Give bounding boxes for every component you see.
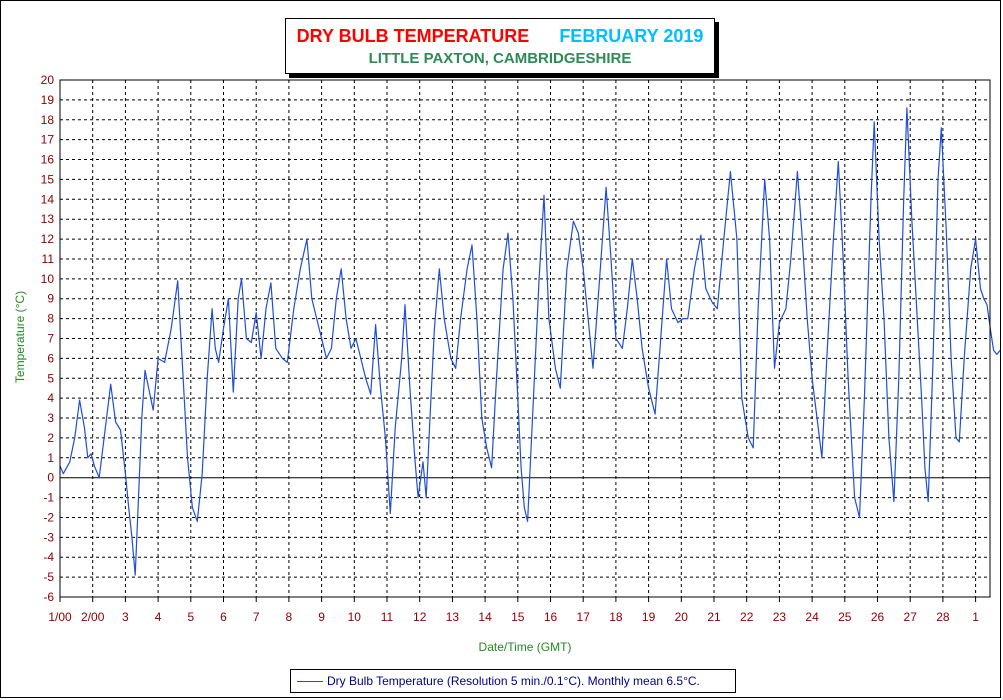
x-tick-label: 18 (609, 610, 623, 624)
plot-border (59, 79, 991, 598)
y-tick-label: 18 (41, 113, 55, 127)
y-tick-label: -1 (43, 491, 54, 505)
x-tick-label: 21 (707, 610, 721, 624)
y-tick-label: 7 (47, 332, 54, 346)
x-tick-label: 5 (187, 610, 194, 624)
x-tick-label: 4 (155, 610, 162, 624)
chart-month: FEBRUARY 2019 (559, 26, 704, 46)
y-tick-label: 12 (41, 232, 55, 246)
y-tick-label: 17 (41, 133, 55, 147)
x-tick-label: 6 (220, 610, 227, 624)
y-tick-label: -4 (43, 550, 54, 564)
x-tick-label: 20 (675, 610, 689, 624)
x-tick-label: 15 (511, 610, 525, 624)
x-tick-label: 1/00 (48, 610, 72, 624)
y-tick-label: -2 (43, 510, 54, 524)
y-tick-label: 13 (41, 212, 55, 226)
x-tick-label: 1 (972, 610, 979, 624)
x-tick-label: 28 (936, 610, 950, 624)
x-tick-label: 22 (740, 610, 754, 624)
x-tick-label: 25 (838, 610, 852, 624)
x-tick-label: 3 (122, 610, 129, 624)
y-tick-label: -3 (43, 530, 54, 544)
x-tick-label: 16 (544, 610, 558, 624)
x-tick-label: 9 (318, 610, 325, 624)
y-tick-label: 19 (41, 93, 55, 107)
y-tick-label: 6 (47, 351, 54, 365)
y-tick-label: 10 (41, 272, 55, 286)
chart-title: DRY BULB TEMPERATURE (296, 26, 530, 46)
x-tick-label: 11 (381, 610, 394, 624)
y-tick-label: 4 (47, 391, 54, 405)
y-tick-label: 0 (47, 471, 54, 485)
x-tick-label: 7 (253, 610, 260, 624)
y-tick-label: 14 (41, 192, 55, 206)
grid-lines (59, 80, 990, 602)
x-tick-label: 26 (871, 610, 885, 624)
y-axis-title: Temperature (°C) (13, 290, 27, 384)
y-tick-label: -6 (43, 590, 54, 604)
x-tick-label: 14 (478, 610, 492, 624)
y-tick-label: 9 (47, 292, 54, 306)
x-tick-label: 23 (773, 610, 787, 624)
x-tick-label: 2/00 (81, 610, 105, 624)
x-tick-labels: 1/00 2/00 3 4 5 6 7 8 9 10 11 12 13 14 15 16 17 18 19 20 21 2… (48, 610, 979, 624)
title-line: DRY BULB TEMPERATURE FEBRUARY 2019 (286, 26, 714, 47)
y-tick-label: 16 (41, 153, 55, 167)
series-layer (59, 107, 1001, 576)
y-tick-label: 2 (47, 431, 54, 445)
x-tick-label: 19 (642, 610, 656, 624)
legend: Dry Bulb Temperature (Resolution 5 min./… (290, 669, 736, 693)
x-tick-label: 27 (904, 610, 918, 624)
x-tick-label: 12 (413, 610, 427, 624)
y-tick-label: 5 (47, 371, 54, 385)
y-tick-label: -5 (43, 570, 54, 584)
y-tick-label: 1 (47, 451, 54, 465)
x-tick-label: 24 (805, 610, 819, 624)
y-tick-labels: -6-5-4-3-2-10123456789101112131415161718… (41, 73, 55, 604)
y-tick-label: 3 (47, 411, 54, 425)
x-tick-label: 8 (286, 610, 293, 624)
y-tick-label: 11 (42, 252, 55, 266)
y-tick-label: 8 (47, 312, 54, 326)
chart-subtitle: LITTLE PAXTON, CAMBRIDGESHIRE (368, 50, 632, 67)
x-tick-label: 13 (446, 610, 460, 624)
x-tick-label: 10 (348, 610, 362, 624)
legend-swatch (297, 681, 323, 682)
y-tick-label: 20 (41, 73, 55, 87)
x-axis-title: Date/Time (GMT) (478, 640, 572, 654)
title-box: DRY BULB TEMPERATURE FEBRUARY 2019 LITTLE… (285, 18, 715, 74)
legend-label: Dry Bulb Temperature (Resolution 5 min./… (327, 674, 700, 688)
series-line-dry-bulb-temperature (59, 107, 1001, 576)
x-tick-label: 17 (577, 610, 591, 624)
y-tick-label: 15 (41, 172, 55, 186)
